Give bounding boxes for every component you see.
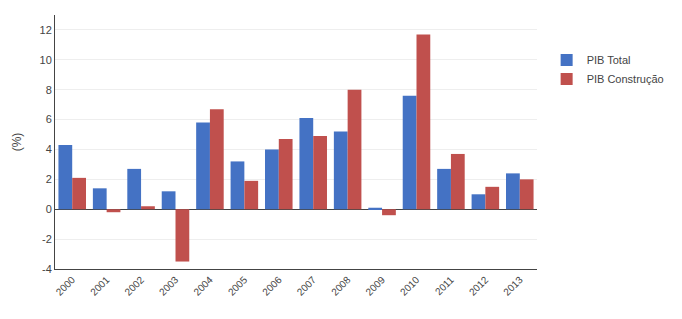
svg-text:10: 10 bbox=[40, 54, 52, 66]
svg-text:2: 2 bbox=[46, 173, 52, 185]
svg-text:(%): (%) bbox=[10, 133, 24, 152]
svg-text:2012: 2012 bbox=[467, 274, 491, 298]
svg-text:2003: 2003 bbox=[157, 274, 181, 298]
svg-text:2007: 2007 bbox=[295, 274, 319, 298]
svg-text:8: 8 bbox=[46, 84, 52, 96]
svg-text:PIB Construção: PIB Construção bbox=[587, 73, 664, 85]
svg-text:2013: 2013 bbox=[501, 274, 525, 298]
svg-text:2004: 2004 bbox=[191, 274, 215, 298]
svg-text:4: 4 bbox=[46, 143, 52, 155]
svg-text:6: 6 bbox=[46, 113, 52, 125]
svg-text:2008: 2008 bbox=[329, 274, 353, 298]
svg-text:2009: 2009 bbox=[364, 274, 388, 298]
svg-text:2001: 2001 bbox=[88, 274, 112, 298]
svg-text:2002: 2002 bbox=[123, 274, 147, 298]
svg-text:-2: -2 bbox=[42, 233, 52, 245]
svg-text:0: 0 bbox=[46, 203, 52, 215]
svg-text:2006: 2006 bbox=[260, 274, 284, 298]
svg-text:-4: -4 bbox=[42, 263, 52, 275]
svg-text:2005: 2005 bbox=[226, 274, 250, 298]
svg-text:12: 12 bbox=[40, 24, 52, 36]
svg-text:2000: 2000 bbox=[54, 274, 78, 298]
svg-text:2010: 2010 bbox=[398, 274, 422, 298]
svg-text:PIB Total: PIB Total bbox=[587, 54, 631, 66]
svg-text:2011: 2011 bbox=[433, 274, 456, 297]
